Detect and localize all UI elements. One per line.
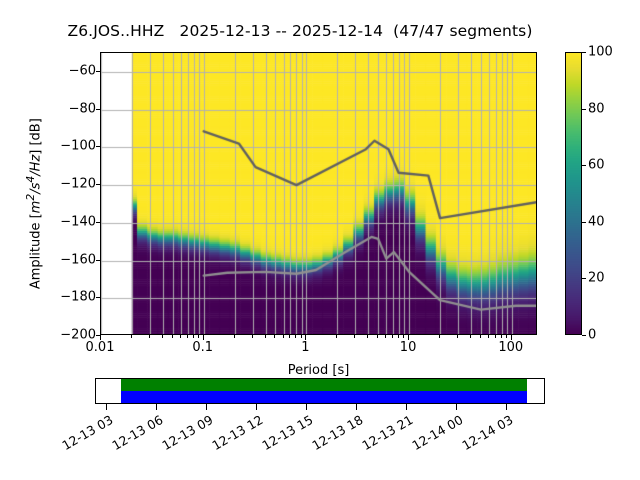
y-tick-label: −160: [60, 252, 96, 268]
x-tick-mark: [252, 335, 253, 338]
y-tick-mark: [96, 109, 100, 110]
colorbar-tick-mark: [582, 165, 586, 166]
colorbar-tick-label: 80: [588, 101, 605, 117]
x-tick-label: 0.01: [85, 340, 115, 355]
x-tick-mark: [385, 335, 386, 338]
y-axis-label: Amplitude [m2/s4/Hz] [dB]: [24, 118, 44, 290]
x-tick-mark: [162, 335, 163, 338]
y-tick-label: −80: [68, 101, 96, 117]
timeline-tick-label: 12-13 09: [159, 412, 216, 454]
x-axis-label: Period [s]: [287, 363, 350, 378]
x-tick-mark: [131, 335, 132, 338]
timeline-tick-mark: [356, 404, 357, 410]
x-tick-mark: [289, 335, 290, 338]
y-tick-mark: [96, 184, 100, 185]
x-tick-mark: [283, 335, 284, 338]
y-tick-label: −120: [60, 176, 96, 192]
y-tick-mark: [96, 222, 100, 223]
timeline-tick-mark: [256, 404, 257, 410]
x-tick-mark: [193, 335, 194, 338]
x-tick-mark: [511, 335, 512, 340]
colorbar-tick-mark: [582, 222, 586, 223]
timeline-tick-mark: [206, 404, 207, 410]
colorbar-tick-mark: [582, 278, 586, 279]
timeline-tick-label: 12-13 06: [109, 412, 166, 454]
ppsd-plot-area[interactable]: [100, 52, 537, 335]
timeline-tick-mark: [156, 404, 157, 410]
timeline-tick-mark: [106, 404, 107, 410]
x-tick-mark: [506, 335, 507, 338]
timeline-tick-mark: [406, 404, 407, 410]
x-tick-mark: [354, 335, 355, 338]
colorbar-tick-label: 20: [588, 270, 605, 286]
x-tick-mark: [265, 335, 266, 338]
x-tick-mark: [336, 335, 337, 338]
x-tick-mark: [408, 335, 409, 340]
x-tick-mark: [198, 335, 199, 338]
x-tick-mark: [234, 335, 235, 338]
x-tick-label: 10: [399, 340, 417, 355]
timeline-tick-mark: [506, 404, 507, 410]
timeline-segment-blue: [120, 391, 527, 403]
x-tick-mark: [187, 335, 188, 338]
x-tick-mark: [439, 335, 440, 338]
x-tick-label: 100: [498, 340, 524, 355]
x-tick-mark: [172, 335, 173, 338]
y-tick-mark: [96, 71, 100, 72]
colorbar-tick-label: 0: [588, 327, 597, 343]
x-tick-mark: [480, 335, 481, 338]
colorbar-tick-label: 60: [588, 157, 605, 173]
page-title: Z6.JOS..HHZ 2025-12-13 -- 2025-12-14 (47…: [67, 22, 533, 40]
y-tick-label: −180: [60, 289, 96, 305]
x-tick-label: 0.1: [192, 340, 214, 355]
x-tick-mark: [100, 335, 101, 340]
timeline-tick-mark: [456, 404, 457, 410]
timeline-tick-label: 12-13 15: [259, 412, 316, 454]
colorbar-gradient: [566, 53, 581, 334]
timeline-tick-label: 12-13 18: [309, 412, 366, 454]
x-tick-mark: [392, 335, 393, 338]
x-tick-mark: [203, 335, 204, 340]
colorbar-tick-mark: [582, 52, 586, 53]
data-coverage-timeline[interactable]: [95, 378, 545, 404]
colorbar-tick-label: 100: [588, 44, 613, 60]
timeline-tick-label: 12-13 03: [59, 412, 116, 454]
colorbar-tick-label: 40: [588, 214, 605, 230]
x-tick-mark: [398, 335, 399, 338]
y-tick-label: −200: [60, 327, 96, 343]
x-tick-label: 1: [301, 340, 310, 355]
x-tick-mark: [501, 335, 502, 338]
y-tick-label: −100: [60, 138, 96, 154]
y-tick-mark: [96, 335, 100, 336]
colorbar-tick-mark: [582, 109, 586, 110]
x-tick-mark: [367, 335, 368, 338]
x-tick-mark: [377, 335, 378, 338]
noise-model-curves: [101, 53, 536, 334]
x-tick-mark: [470, 335, 471, 338]
timeline-tick-label: 12-14 00: [409, 412, 466, 454]
x-tick-mark: [305, 335, 306, 340]
timeline-coverage-bars: [120, 379, 527, 403]
x-tick-mark: [149, 335, 150, 338]
x-tick-mark: [301, 335, 302, 338]
timeline-tick-mark: [306, 404, 307, 410]
x-tick-mark: [403, 335, 404, 338]
timeline-tick-label: 12-14 03: [459, 412, 516, 454]
timeline-tick-label: 12-13 21: [359, 412, 416, 454]
colorbar[interactable]: [565, 52, 582, 335]
x-tick-mark: [295, 335, 296, 338]
x-tick-mark: [180, 335, 181, 338]
x-tick-mark: [495, 335, 496, 338]
y-tick-mark: [96, 297, 100, 298]
y-tick-label: −140: [60, 214, 96, 230]
timeline-tick-label: 12-13 12: [209, 412, 266, 454]
x-tick-mark: [274, 335, 275, 338]
y-tick-label: −60: [68, 63, 96, 79]
x-tick-mark: [488, 335, 489, 338]
x-tick-mark: [457, 335, 458, 338]
timeline-segment-green: [120, 379, 527, 391]
colorbar-tick-mark: [582, 335, 586, 336]
y-tick-mark: [96, 260, 100, 261]
y-tick-mark: [96, 146, 100, 147]
